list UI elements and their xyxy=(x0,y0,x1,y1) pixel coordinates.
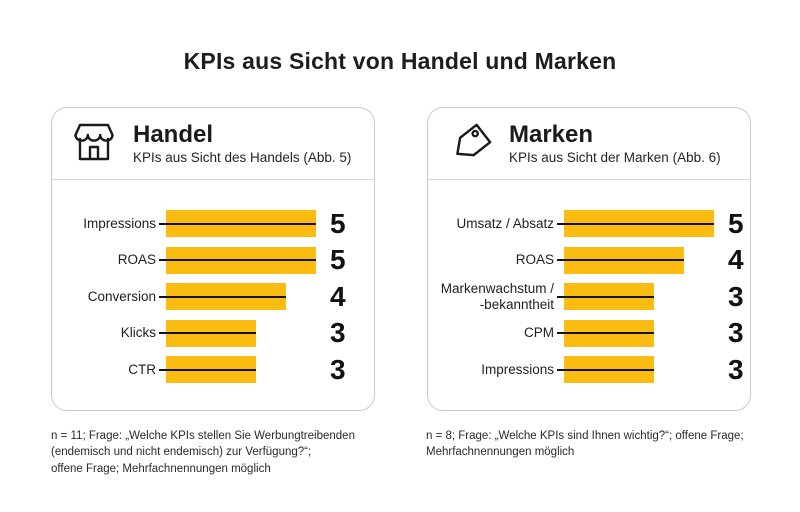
bar-track xyxy=(159,246,316,274)
panel-heading: Marken xyxy=(509,120,594,148)
bar-row: Impressions 3 xyxy=(428,353,750,385)
footnote-handel: n = 11; Frage: „Welche KPIs stellen Sie … xyxy=(51,430,355,475)
bar-track xyxy=(557,246,714,274)
bar-chart-marken: Umsatz / Absatz 5 ROAS 4 Markenwachstum / -b… xyxy=(428,180,750,383)
bar-value: 3 xyxy=(728,317,744,348)
bar-leader-line xyxy=(159,368,256,371)
bar-value: 3 xyxy=(728,353,744,385)
bar-label: ROAS xyxy=(117,252,156,268)
bar-leader-line xyxy=(557,295,654,298)
bar-track xyxy=(557,356,714,383)
storefront-icon xyxy=(74,123,114,160)
bar-row: ROAS 5 xyxy=(52,244,374,275)
bar-track xyxy=(159,283,316,310)
bar-track xyxy=(159,210,316,237)
panel-handel: Handel KPIs aus Sicht des Handels (Abb. … xyxy=(51,107,375,411)
panel-marken-header-text: Marken KPIs aus Sicht der Marken (Abb. 6… xyxy=(509,122,721,165)
bar-row: Conversion 4 xyxy=(52,280,374,312)
bar-label: Klicks xyxy=(120,325,156,341)
panel-marken: Marken KPIs aus Sicht der Marken (Abb. 6… xyxy=(427,107,751,411)
page-title: KPIs aus Sicht von Handel und Marken xyxy=(183,48,617,74)
bar-row: CTR 3 xyxy=(52,353,374,385)
bar-label: ROAS xyxy=(515,252,554,268)
bar-leader-line xyxy=(159,222,316,225)
panel-marken-header: Marken KPIs aus Sicht der Marken (Abb. 6… xyxy=(428,108,750,180)
bar-leader-line xyxy=(557,259,684,261)
bar-leader-line xyxy=(557,368,654,371)
bar-value: 4 xyxy=(728,244,744,275)
bar-row: CPM 3 xyxy=(428,317,750,348)
bar-label: CPM xyxy=(524,325,554,341)
footnote-marken: n = 8; Frage: „Welche KPIs sind Ihnen wi… xyxy=(426,430,744,459)
price-tag-icon xyxy=(456,123,492,156)
bar-row: Klicks 3 xyxy=(52,317,374,348)
bar-row: Umsatz / Absatz 5 xyxy=(428,207,750,239)
bar-label: CTR xyxy=(128,361,156,377)
bar-row: Markenwachstum / -bekanntheit 3 xyxy=(428,280,750,312)
bar-value: 3 xyxy=(728,280,744,312)
bar-value: 5 xyxy=(330,207,346,239)
bar-value: 4 xyxy=(330,280,346,312)
bar-leader-line xyxy=(557,332,654,334)
bar-label: Umsatz / Absatz xyxy=(456,215,554,231)
bar-chart-handel: Impressions 5 ROAS 5 Conversion 4 Klicks 3 CTR 3 xyxy=(52,180,374,383)
bar-value: 3 xyxy=(330,353,346,385)
panel-handel-header: Handel KPIs aus Sicht des Handels (Abb. … xyxy=(52,108,374,180)
bar-row: ROAS 4 xyxy=(428,244,750,275)
bar-track xyxy=(557,319,714,347)
panel-subtitle: KPIs aus Sicht der Marken (Abb. 6) xyxy=(509,150,721,166)
panel-handel-header-text: Handel KPIs aus Sicht des Handels (Abb. … xyxy=(133,122,351,165)
panel-subtitle: KPIs aus Sicht des Handels (Abb. 5) xyxy=(133,150,352,166)
bar-leader-line xyxy=(159,259,316,261)
bar-value: 5 xyxy=(728,207,744,239)
bar-track xyxy=(557,283,714,310)
bar-label: Conversion xyxy=(87,288,156,304)
bar-track xyxy=(159,319,316,347)
bar-label: Impressions xyxy=(83,215,156,231)
bar-label: Markenwachstum / -bekanntheit xyxy=(440,280,554,312)
bar-leader-line xyxy=(159,332,256,334)
bar-leader-line xyxy=(557,222,714,225)
bar-value: 3 xyxy=(330,317,346,348)
bar-track xyxy=(159,356,316,383)
bar-row: Impressions 5 xyxy=(52,207,374,239)
panel-heading: Handel xyxy=(133,120,214,148)
bar-track xyxy=(557,210,714,237)
bar-value: 5 xyxy=(330,244,346,275)
bar-label: Impressions xyxy=(481,361,554,377)
bar-leader-line xyxy=(159,295,286,298)
